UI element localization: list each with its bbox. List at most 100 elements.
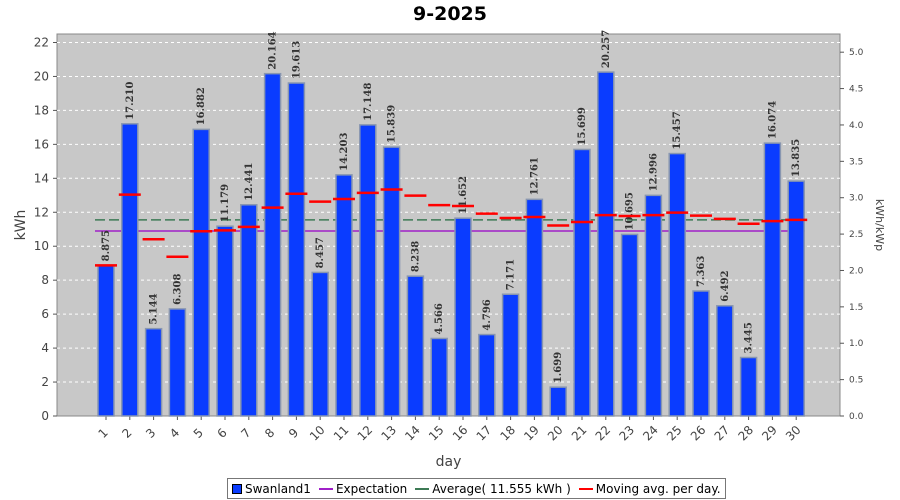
data-label: 12.441: [244, 162, 255, 200]
data-label: 17.210: [125, 81, 136, 119]
y-axis-label: kWh: [13, 210, 29, 241]
bar: [549, 386, 567, 417]
data-label: 20.257: [601, 30, 612, 68]
x-tick-label: 13: [378, 423, 399, 444]
x-tick-label: 15: [426, 423, 447, 444]
y-tick-label: 10: [34, 239, 49, 253]
y-tick-label: 6: [41, 307, 49, 321]
bar: [478, 333, 496, 417]
data-label: 16.074: [767, 101, 778, 139]
y2-tick-label: 4.5: [849, 85, 863, 95]
data-label: 15.699: [577, 107, 588, 145]
y-tick-label: 16: [34, 137, 49, 151]
data-label: 7.363: [696, 256, 707, 287]
data-label: 13.835: [791, 139, 802, 177]
data-label: 15.839: [387, 105, 398, 143]
bar: [620, 233, 639, 417]
data-label: 11.179: [220, 184, 231, 222]
x-tick-label: 14: [402, 423, 423, 444]
x-tick-label: 12: [355, 423, 376, 444]
bar: [121, 123, 139, 417]
y2-tick-label: 4.0: [849, 121, 864, 131]
bar: [739, 356, 758, 417]
x-tick-label: 25: [664, 423, 685, 444]
data-label: 16.882: [196, 87, 207, 125]
bar: [144, 327, 163, 417]
y2-tick-label: 3.5: [849, 157, 863, 167]
bar: [192, 128, 210, 417]
chart-title: 9-2025: [413, 3, 487, 25]
legend-label-average: Average( 11.555 kWh ): [432, 481, 571, 496]
x-axis-label: day: [436, 454, 462, 470]
x-tick-label: 1: [96, 426, 111, 441]
x-tick-label: 2: [119, 426, 134, 441]
data-label: 1.699: [553, 352, 564, 383]
bar: [97, 264, 115, 417]
legend-label-swanland1: Swanland1: [245, 481, 311, 496]
y-tick-label: 4: [41, 341, 49, 355]
x-tick-label: 4: [167, 426, 182, 441]
legend-item-swanland1: Swanland1: [232, 482, 311, 496]
y2-tick-label: 2.5: [849, 230, 863, 240]
y2-tick-label: 0.5: [849, 376, 863, 386]
x-tick-label: 30: [783, 423, 804, 444]
legend-swatch-bar: [232, 483, 242, 494]
data-label: 6.308: [172, 274, 183, 305]
bar: [787, 180, 805, 417]
x-tick-label: 5: [191, 426, 206, 441]
x-tick-label: 6: [215, 426, 230, 441]
legend-swatch-average: [415, 487, 430, 490]
x-tick-label: 16: [450, 423, 471, 444]
y2-axis-label: kWh/kWp: [873, 199, 886, 251]
y-tick-label: 18: [34, 103, 49, 117]
bar: [430, 337, 448, 417]
bar: [716, 305, 734, 417]
data-label: 12.761: [529, 157, 540, 195]
x-tick-label: 8: [262, 426, 277, 441]
bar: [668, 152, 686, 417]
data-label: 19.613: [291, 41, 302, 79]
bar: [240, 204, 258, 417]
bar: [525, 198, 544, 417]
data-label: 8.875: [101, 230, 112, 261]
data-label: 8.457: [315, 237, 326, 268]
bar: [501, 293, 520, 417]
x-tick-label: 28: [735, 423, 756, 444]
y-tick-label: 2: [41, 375, 49, 389]
x-tick-label: 20: [545, 423, 566, 444]
y2-tick-label: 2.0: [849, 266, 864, 276]
x-tick-label: 21: [569, 423, 590, 444]
y2-tick-label: 3.0: [849, 194, 864, 204]
x-tick-label: 29: [759, 423, 780, 444]
y-tick-label: 20: [34, 69, 49, 83]
data-label: 20.164: [268, 31, 279, 69]
x-tick-label: 18: [497, 423, 518, 444]
bar: [335, 174, 353, 417]
data-label: 8.238: [410, 241, 421, 272]
x-tick-label: 19: [521, 423, 542, 444]
bar: [454, 217, 472, 417]
bar: [597, 71, 615, 417]
data-label: 5.144: [149, 293, 160, 324]
legend: Swanland1 Expectation Average( 11.555 kW…: [227, 478, 726, 499]
data-label: 7.171: [506, 259, 517, 290]
x-tick-label: 26: [688, 423, 709, 444]
data-label: 4.796: [482, 299, 493, 330]
y-tick-label: 22: [34, 35, 49, 49]
data-label: 11.652: [458, 176, 469, 214]
data-label: 14.203: [339, 133, 350, 171]
x-tick-label: 23: [616, 423, 637, 444]
x-tick-label: 22: [593, 423, 614, 444]
bar: [382, 146, 401, 417]
y2-tick-label: 5.0: [849, 48, 864, 58]
bar: [763, 142, 782, 417]
y-tick-label: 12: [34, 205, 49, 219]
legend-item-expectation: Expectation: [318, 482, 407, 496]
data-label: 6.492: [720, 270, 731, 301]
y-tick-label: 0: [41, 409, 49, 423]
bar: [692, 290, 710, 417]
y-tick-label: 14: [34, 171, 49, 185]
data-label: 12.996: [648, 153, 659, 191]
y2-tick-label: 1.0: [849, 339, 864, 349]
